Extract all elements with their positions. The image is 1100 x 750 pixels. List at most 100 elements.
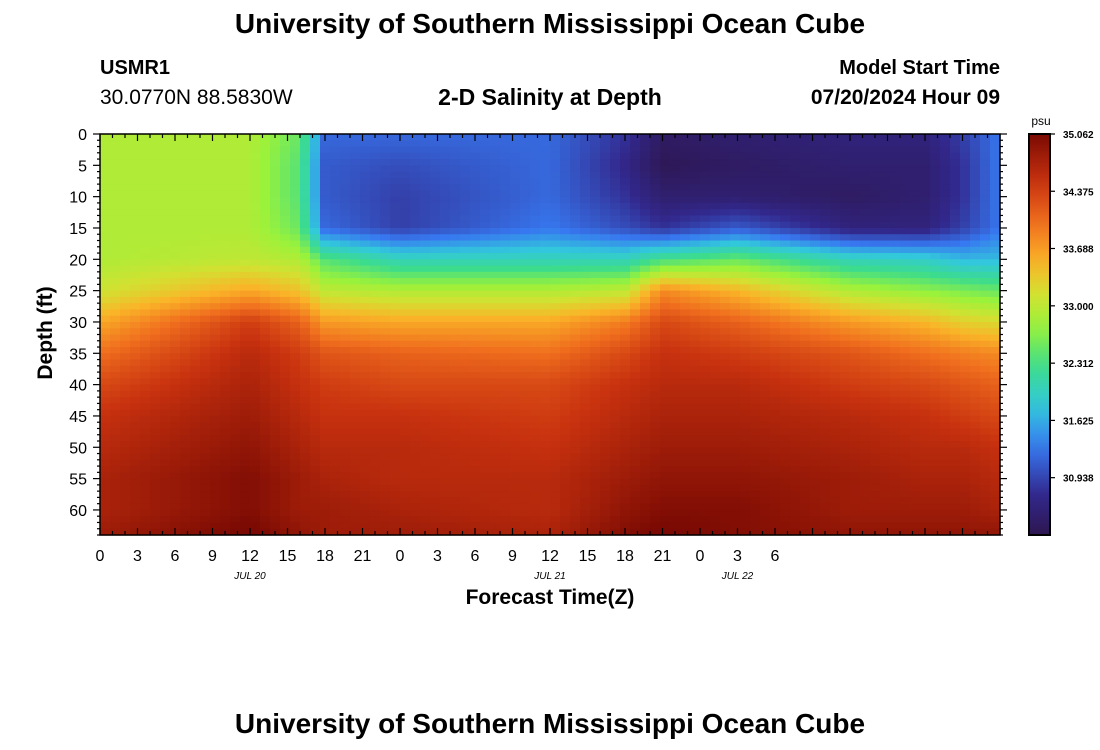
heatmap-cell (300, 528, 311, 536)
heatmap-cell (170, 415, 181, 423)
heatmap-cell (170, 303, 181, 311)
heatmap-cell (360, 246, 371, 254)
heatmap-cell (100, 359, 111, 367)
heatmap-cell (170, 384, 181, 392)
heatmap-cell (160, 509, 171, 517)
heatmap-cell (160, 484, 171, 492)
heatmap-cell (540, 472, 551, 480)
heatmap-cell (480, 227, 491, 235)
heatmap-cell (200, 484, 211, 492)
heatmap-cell (180, 441, 191, 448)
heatmap-cell (170, 234, 181, 242)
heatmap-cell (470, 278, 481, 285)
heatmap-cell (840, 359, 851, 367)
heatmap-cell (190, 509, 201, 517)
heatmap-cell (300, 503, 311, 511)
heatmap-cell (260, 321, 271, 329)
heatmap-cell (440, 209, 451, 217)
heatmap-cell (360, 378, 371, 386)
heatmap-cell (180, 378, 191, 386)
heatmap-cell (800, 478, 811, 486)
heatmap-cell (550, 403, 561, 411)
heatmap-cell (380, 403, 391, 411)
heatmap-cell (340, 415, 351, 423)
heatmap-cell (860, 340, 871, 348)
heatmap-cell (350, 152, 361, 160)
heatmap-cell (440, 284, 451, 292)
heatmap-cell (170, 209, 181, 217)
heatmap-cell (590, 378, 601, 386)
heatmap-cell (300, 384, 311, 392)
heatmap-cell (650, 227, 661, 235)
heatmap-cell (450, 177, 461, 185)
heatmap-cell (500, 290, 511, 298)
heatmap-cell (640, 246, 651, 254)
heatmap-cell (670, 453, 681, 461)
heatmap-cell (840, 215, 851, 223)
heatmap-cell (450, 447, 461, 455)
heatmap-cell (780, 447, 791, 455)
heatmap-cell (680, 466, 691, 473)
heatmap-cell (470, 503, 481, 511)
heatmap-cell (530, 278, 541, 285)
heatmap-cell (700, 365, 711, 373)
heatmap-cell (220, 290, 231, 298)
heatmap-cell (860, 378, 871, 386)
heatmap-cell (670, 177, 681, 185)
heatmap-cell (530, 328, 541, 336)
heatmap-cell (160, 353, 171, 361)
heatmap-cell (560, 134, 571, 141)
heatmap-cell (290, 459, 301, 467)
heatmap-cell (250, 434, 261, 442)
heatmap-cell (290, 315, 301, 323)
heatmap-cell (650, 353, 661, 361)
heatmap-cell (400, 384, 411, 392)
heatmap-cell (400, 472, 411, 480)
heatmap-cell (870, 190, 881, 198)
heatmap-cell (820, 403, 831, 411)
heatmap-cell (200, 334, 211, 342)
heatmap-cell (230, 516, 241, 524)
heatmap-cell (660, 196, 671, 204)
heatmap-cell (450, 365, 461, 373)
heatmap-cell (470, 152, 481, 160)
heatmap-cell (710, 459, 721, 467)
heatmap-cell (250, 315, 261, 323)
heatmap-cell (350, 528, 361, 536)
heatmap-cell (530, 397, 541, 405)
heatmap-cell (530, 466, 541, 473)
heatmap-cell (680, 259, 691, 267)
heatmap-cell (580, 434, 591, 442)
heatmap-cell (240, 459, 251, 467)
heatmap-cell (380, 509, 391, 517)
heatmap-cell (170, 478, 181, 486)
heatmap-cell (820, 397, 831, 405)
heatmap-cell (450, 390, 461, 398)
heatmap-cell (280, 359, 291, 367)
station-id: USMR1 (100, 57, 171, 79)
heatmap-cell (690, 146, 701, 154)
heatmap-cell (790, 372, 801, 379)
heatmap-cell (300, 491, 311, 499)
heatmap-cell (230, 334, 241, 342)
heatmap-cell (310, 353, 321, 361)
heatmap-cell (710, 271, 721, 279)
heatmap-cell (140, 303, 151, 311)
heatmap-cell (290, 428, 301, 436)
heatmap-cell (620, 434, 631, 442)
heatmap-cell (210, 253, 221, 260)
heatmap-cell (810, 441, 821, 448)
heatmap-cell (190, 397, 201, 405)
heatmap-cell (640, 165, 651, 173)
heatmap-cell (830, 159, 841, 166)
heatmap-cell (240, 497, 251, 505)
heatmap-cell (620, 321, 631, 329)
heatmap-cell (830, 491, 841, 499)
heatmap-cell (720, 365, 731, 373)
heatmap-cell (730, 372, 741, 379)
heatmap-cell (480, 453, 491, 461)
heatmap-cell (720, 202, 731, 210)
heatmap-cell (440, 134, 451, 141)
heatmap-cell (540, 466, 551, 473)
heatmap-cell (740, 340, 751, 348)
